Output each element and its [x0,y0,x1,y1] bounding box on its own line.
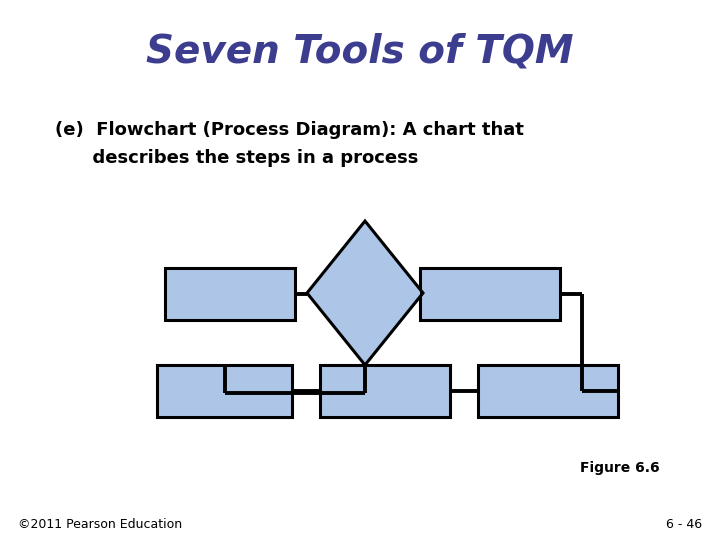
Bar [165,268,295,320]
Text: (e)  Flowchart (Process Diagram): A chart that: (e) Flowchart (Process Diagram): A chart… [55,121,524,139]
Text: Figure 6.6: Figure 6.6 [580,461,660,475]
Text: ©2011 Pearson Education: ©2011 Pearson Education [18,517,182,530]
Text: describes the steps in a process: describes the steps in a process [55,149,418,167]
Bar [320,365,450,417]
Bar [420,268,560,320]
Text: 6 - 46: 6 - 46 [666,517,702,530]
Bar [157,365,292,417]
Text: Seven Tools of TQM: Seven Tools of TQM [146,33,574,71]
Polygon shape [307,221,423,365]
Bar [478,365,618,417]
